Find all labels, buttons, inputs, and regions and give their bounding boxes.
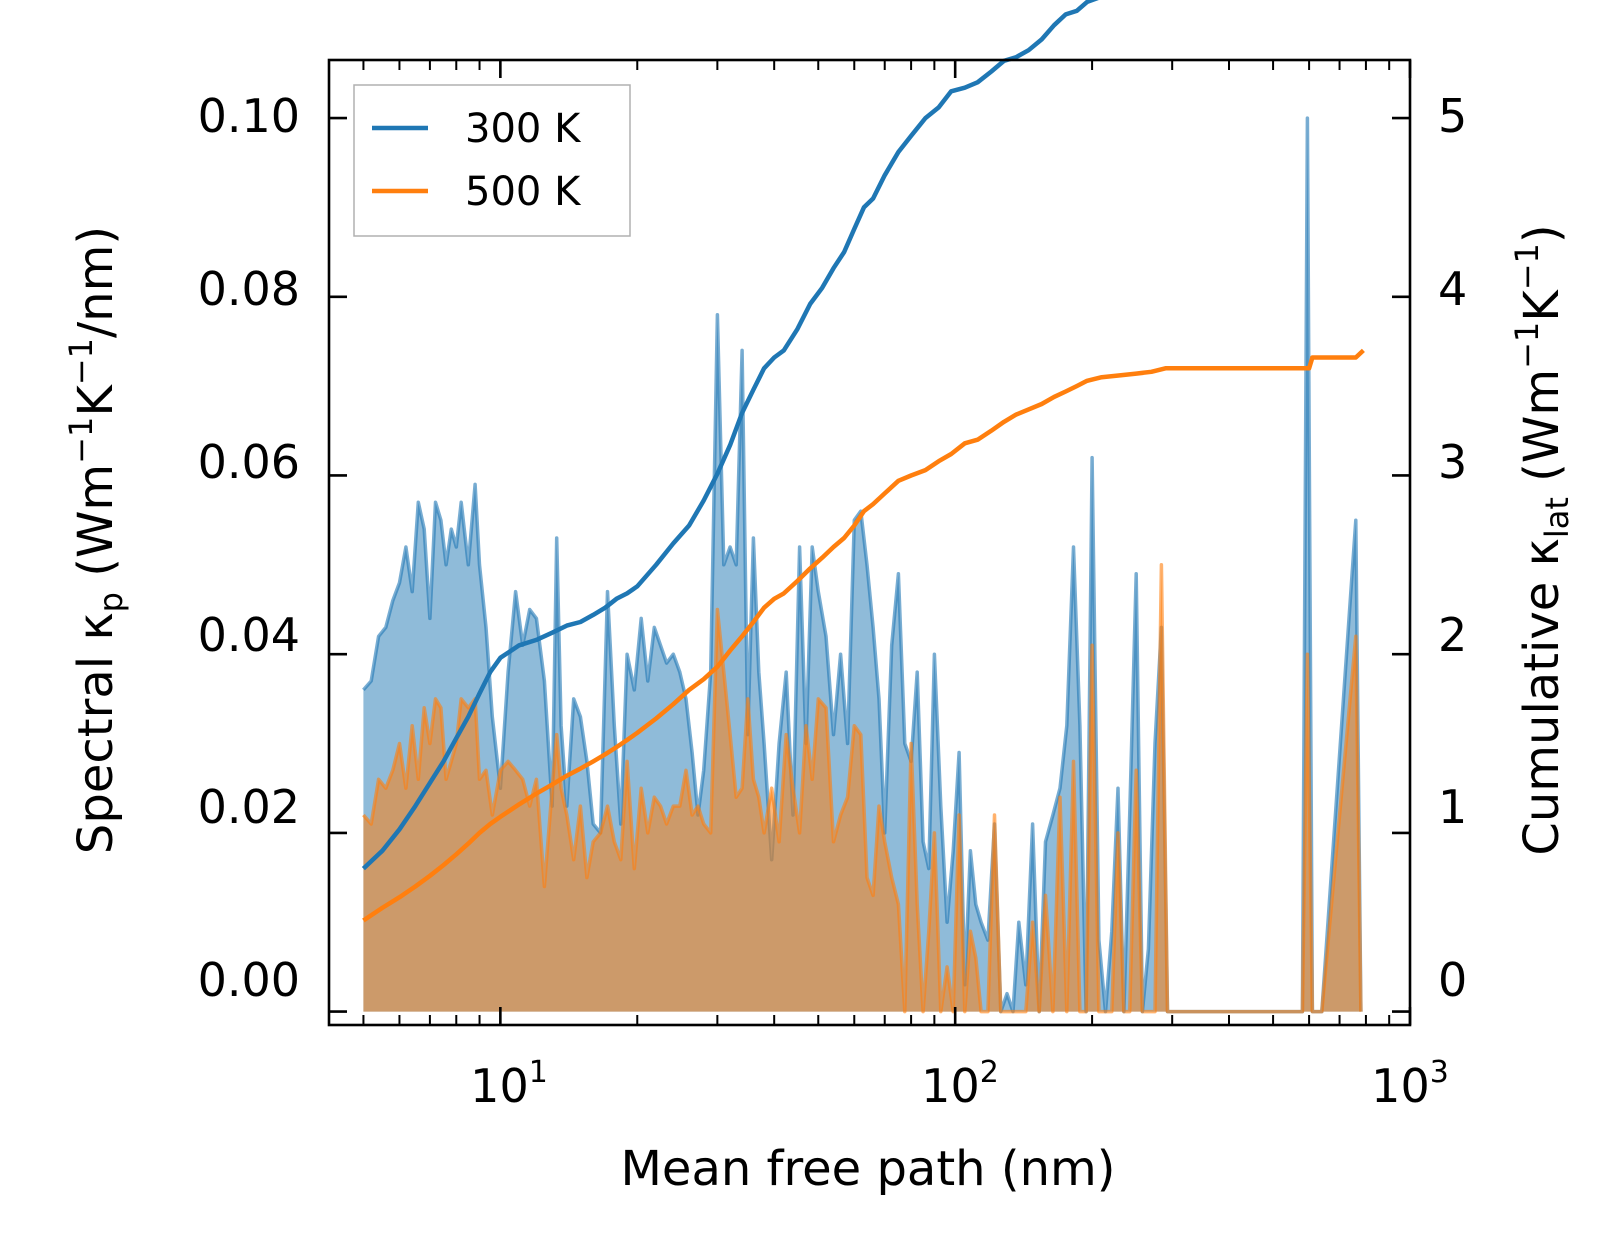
- left-y-axis-title: Spectral κp (Wm−1K−1/nm): [62, 226, 130, 854]
- legend-label-300k: 300 K: [465, 106, 582, 152]
- plot-frame: [327, 58, 1412, 1027]
- cumulative-lines-group: [361, 0, 1365, 923]
- legend-label-500k: 500 K: [465, 169, 582, 215]
- x-tick-label-1000: 103: [1371, 1055, 1449, 1113]
- left-y-axis-ticks: [329, 116, 347, 1013]
- y-right-tick-label-5: 5: [1438, 89, 1467, 143]
- x-axis-title: Mean free path (nm): [621, 1141, 1116, 1197]
- y-left-tick-label-3: 0.06: [198, 435, 300, 489]
- y-right-tick-label-0: 0: [1438, 953, 1467, 1007]
- y-left-tick-label-4: 0.08: [198, 262, 300, 316]
- y-right-tick-label-2: 2: [1438, 608, 1467, 662]
- series-500k-cumulative-line: [362, 348, 1365, 923]
- series-500k-spectral-area-group: [362, 563, 1363, 1014]
- y-right-tick-label-1: 1: [1438, 780, 1467, 834]
- x-tick-label-10: 101: [470, 1055, 548, 1113]
- right-y-axis-ticks: [1392, 116, 1410, 1013]
- legend: 300 K 500 K: [353, 84, 631, 237]
- y-left-tick-label-2: 0.04: [198, 608, 300, 662]
- right-y-axis-title: Cumulative κlat (Wm−1K−1): [1508, 224, 1576, 855]
- series-300k-spectral-area: [363, 118, 1361, 1012]
- y-left-tick-label-1: 0.02: [198, 780, 300, 834]
- y-right-tick-label-3: 3: [1438, 435, 1467, 489]
- x-tick-label-100: 102: [921, 1055, 999, 1113]
- y-right-tick-label-4: 4: [1438, 262, 1467, 316]
- series-500k-spectral-line: [362, 563, 1363, 1014]
- series-300k-cumulative-line: [361, 0, 1099, 871]
- y-left-tick-label-5: 0.10: [198, 89, 300, 143]
- legend-box: [353, 84, 631, 237]
- y-left-tick-label-0: 0.00: [198, 953, 300, 1007]
- x-axis-ticks: [362, 60, 1412, 1025]
